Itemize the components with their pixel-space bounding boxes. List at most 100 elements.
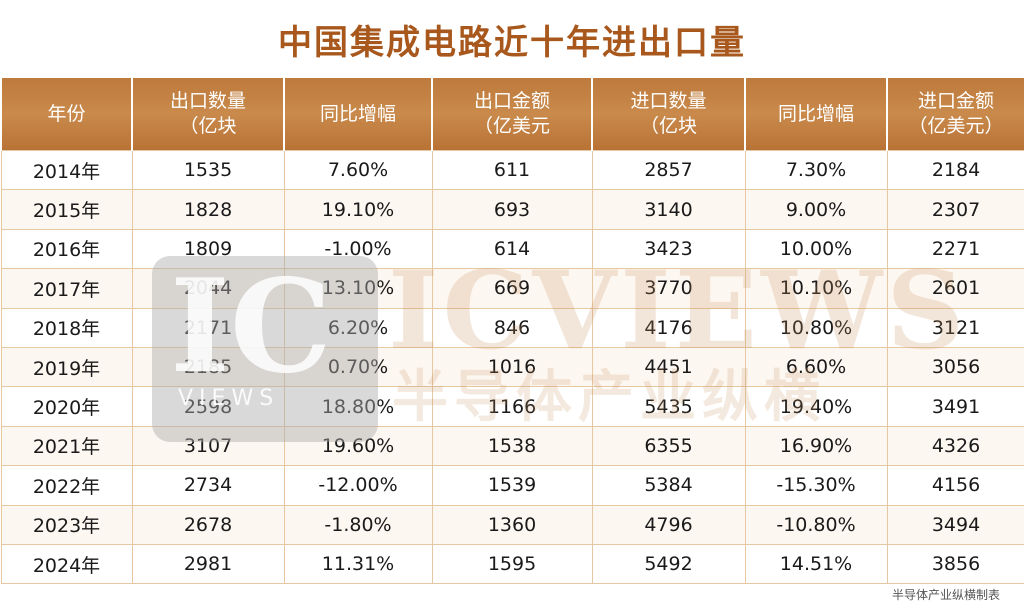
cell-export-qty: 1828 [131, 189, 285, 230]
cell-export-qty: 2185 [131, 346, 285, 388]
table-row: 2019年 2185 0.70% 1016 4451 6.60% 3056 [0, 346, 1024, 388]
cell-import-value: 2184 [886, 149, 1024, 191]
cell-export-yoy: 7.60% [283, 149, 433, 191]
cell-year: 2016年 [0, 228, 133, 270]
cell-export-qty: 1809 [131, 228, 285, 270]
cell-import-qty: 5384 [591, 465, 746, 506]
cell-export-qty: 2981 [131, 543, 285, 585]
data-table: 年份 出口数量 （亿块 同比增幅 出口金额 （亿美元 进口数量 （亿块 同比增幅 进口… [0, 78, 1024, 585]
cell-import-value: 3056 [886, 346, 1024, 388]
cell-export-value: 669 [431, 268, 593, 309]
cell-import-value: 4156 [886, 465, 1024, 506]
cell-year: 2022年 [0, 465, 133, 506]
cell-export-yoy: 6.20% [283, 307, 433, 348]
cell-import-yoy: 16.90% [744, 425, 888, 467]
cell-export-qty: 2171 [131, 307, 285, 348]
cell-import-value: 4326 [886, 425, 1024, 467]
cell-export-value: 1595 [431, 543, 593, 585]
cell-import-qty: 3770 [591, 268, 746, 309]
cell-export-value: 1360 [431, 504, 593, 545]
cell-import-value: 3494 [886, 504, 1024, 545]
header-export-qty: 出口数量 （亿块 [131, 78, 285, 151]
cell-year: 2021年 [0, 425, 133, 467]
cell-export-yoy: -1.80% [283, 504, 433, 545]
cell-export-value: 1016 [431, 346, 593, 388]
table-title: 中国集成电路近十年进出口量 [278, 22, 746, 63]
cell-year: 2017年 [0, 268, 133, 309]
cell-import-value: 3856 [886, 543, 1024, 585]
cell-export-qty: 2044 [131, 268, 285, 309]
cell-import-yoy: 19.40% [744, 386, 888, 427]
cell-export-yoy: -1.00% [283, 228, 433, 270]
cell-import-yoy: 14.51% [744, 543, 888, 585]
cell-import-yoy: -10.80% [744, 504, 888, 545]
header-year: 年份 [0, 78, 133, 151]
cell-import-yoy: 6.60% [744, 346, 888, 388]
cell-year: 2020年 [0, 386, 133, 427]
cell-export-value: 1539 [431, 465, 593, 506]
table-row: 2024年 2981 11.31% 1595 5492 14.51% 3856 [0, 543, 1024, 585]
header-import-yoy: 同比增幅 [744, 78, 888, 151]
header-import-value: 进口金额 （亿美元） [886, 78, 1024, 151]
cell-import-qty: 6355 [591, 425, 746, 467]
cell-export-yoy: 0.70% [283, 346, 433, 388]
cell-import-yoy: 10.80% [744, 307, 888, 348]
cell-import-qty: 4176 [591, 307, 746, 348]
cell-import-yoy: -15.30% [744, 465, 888, 506]
cell-import-value: 2601 [886, 268, 1024, 309]
cell-year: 2015年 [0, 189, 133, 230]
table-body: 2014年 1535 7.60% 611 2857 7.30% 2184 2015年 1828 1… [0, 149, 1024, 585]
cell-import-value: 2307 [886, 189, 1024, 230]
cell-export-yoy: 11.31% [283, 543, 433, 585]
table-row: 2021年 3107 19.60% 1538 6355 16.90% 4326 [0, 425, 1024, 467]
cell-import-qty: 2857 [591, 149, 746, 191]
cell-import-yoy: 7.30% [744, 149, 888, 191]
table-row: 2017年 2044 13.10% 669 3770 10.10% 2601 [0, 268, 1024, 309]
table-row: 2018年 2171 6.20% 846 4176 10.80% 3121 [0, 307, 1024, 348]
cell-import-value: 3121 [886, 307, 1024, 348]
cell-export-yoy: 19.10% [283, 189, 433, 230]
cell-import-qty: 3140 [591, 189, 746, 230]
cell-year: 2018年 [0, 307, 133, 348]
cell-import-value: 3491 [886, 386, 1024, 427]
cell-export-yoy: 19.60% [283, 425, 433, 467]
cell-export-value: 1166 [431, 386, 593, 427]
header-export-value: 出口金额 （亿美元 [431, 78, 593, 151]
cell-export-qty: 2678 [131, 504, 285, 545]
header-import-qty: 进口数量 （亿块 [591, 78, 746, 151]
header-export-yoy: 同比增幅 [283, 78, 433, 151]
cell-export-value: 1538 [431, 425, 593, 467]
cell-import-qty: 3423 [591, 228, 746, 270]
cell-export-value: 611 [431, 149, 593, 191]
table-row: 2022年 2734 -12.00% 1539 5384 -15.30% 4156 [0, 465, 1024, 506]
cell-export-value: 846 [431, 307, 593, 348]
cell-export-value: 614 [431, 228, 593, 270]
cell-export-yoy: 13.10% [283, 268, 433, 309]
cell-export-qty: 1535 [131, 149, 285, 191]
source-note: 半导体产业纵横制表 [891, 588, 1000, 602]
table-row: 2023年 2678 -1.80% 1360 4796 -10.80% 3494 [0, 504, 1024, 545]
table-row: 2015年 1828 19.10% 693 3140 9.00% 2307 [0, 189, 1024, 230]
table-row: 2014年 1535 7.60% 611 2857 7.30% 2184 [0, 149, 1024, 191]
cell-export-qty: 2734 [131, 465, 285, 506]
header-row: 年份 出口数量 （亿块 同比增幅 出口金额 （亿美元 进口数量 （亿块 同比增幅 进口… [0, 78, 1024, 151]
cell-export-qty: 3107 [131, 425, 285, 467]
cell-import-qty: 5435 [591, 386, 746, 427]
table-row: 2020年 2598 18.80% 1166 5435 19.40% 3491 [0, 386, 1024, 427]
cell-export-qty: 2598 [131, 386, 285, 427]
cell-year: 2024年 [0, 543, 133, 585]
cell-import-qty: 4796 [591, 504, 746, 545]
cell-year: 2019年 [0, 346, 133, 388]
cell-import-qty: 4451 [591, 346, 746, 388]
cell-year: 2014年 [0, 149, 133, 191]
cell-export-yoy: -12.00% [283, 465, 433, 506]
cell-import-yoy: 9.00% [744, 189, 888, 230]
cell-import-yoy: 10.10% [744, 268, 888, 309]
cell-import-value: 2271 [886, 228, 1024, 270]
cell-year: 2023年 [0, 504, 133, 545]
cell-import-qty: 5492 [591, 543, 746, 585]
cell-export-value: 693 [431, 189, 593, 230]
cell-export-yoy: 18.80% [283, 386, 433, 427]
table-row: 2016年 1809 -1.00% 614 3423 10.00% 2271 [0, 228, 1024, 270]
cell-import-yoy: 10.00% [744, 228, 888, 270]
